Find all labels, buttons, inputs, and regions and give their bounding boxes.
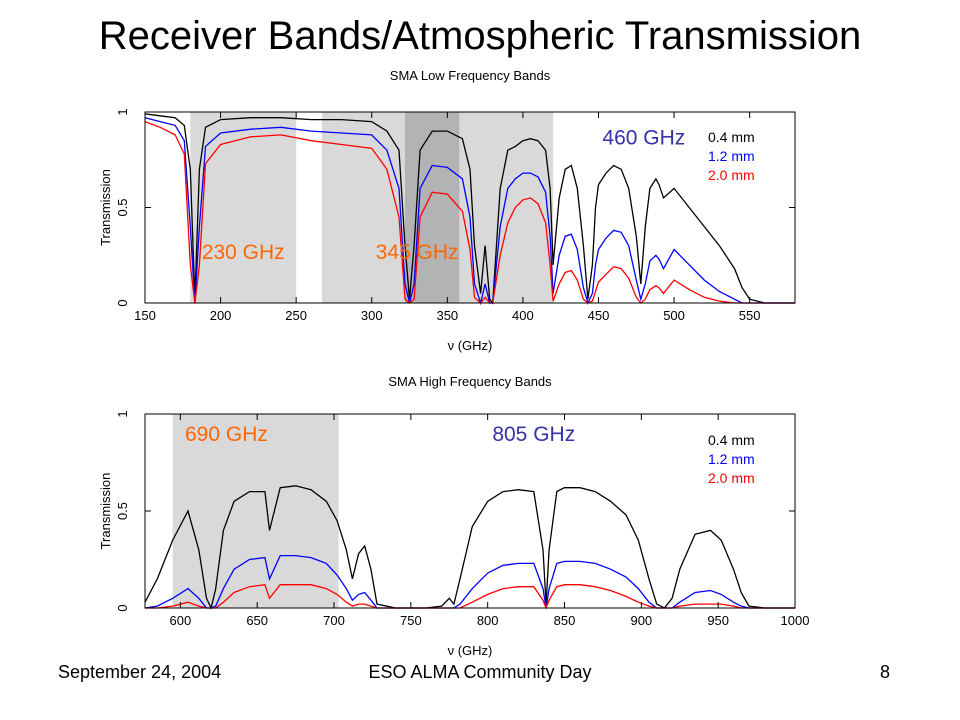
- chart1-series-line-3: [144, 120, 795, 304]
- chart1-legend-entry-2: 1.2 mm: [708, 148, 755, 164]
- chart1-x-tick-label-8: 550: [739, 308, 761, 323]
- chart2-x-tick-label-2: 700: [323, 613, 345, 628]
- chart2-y-tick-label-1: 0.5: [115, 502, 130, 520]
- chart1-band-shade-0: [190, 112, 297, 303]
- chart1-y-tick-label-1: 0.5: [115, 198, 130, 216]
- chart1-band-shade-2: [405, 112, 460, 303]
- chart1-band-shade-3: [459, 112, 554, 303]
- chart1-x-tick-label-3: 300: [361, 308, 383, 323]
- chart1-band-label-2: 460 GHz: [602, 126, 685, 149]
- chart1-series-line-1: [144, 113, 795, 305]
- chart1-x-tick-label-1: 200: [210, 308, 232, 323]
- chart1-x-tick-label-2: 250: [285, 308, 307, 323]
- chart1-y-tick-label-2: 1: [115, 108, 130, 115]
- chart2-x-tick-label-3: 750: [400, 613, 422, 628]
- footer-date: September 24, 2004: [58, 662, 222, 682]
- chart2-title: SMA High Frequency Bands: [388, 374, 552, 389]
- chart2-legend-entry-1: 0.4 mm: [708, 432, 755, 448]
- chart2-y-tick-label-2: 1: [115, 410, 130, 417]
- chart2-x-tick-label-1: 650: [246, 613, 268, 628]
- chart2-y-axis-label: Transmission: [98, 473, 113, 550]
- chart2-x-tick-label-6: 900: [630, 613, 652, 628]
- chart1-band-label-1: 345 GHz: [376, 241, 459, 264]
- chart1-series-line-2: [144, 117, 795, 306]
- chart1-y-axis-label: Transmission: [98, 169, 113, 246]
- chart2-band-shade-0: [172, 414, 339, 608]
- chart1-band-label-0: 230 GHz: [202, 241, 285, 264]
- chart2-band-label-0: 690 GHz: [185, 423, 268, 446]
- chart2-legend-entry-2: 1.2 mm: [708, 451, 755, 467]
- chart1-x-tick-label-0: 150: [134, 308, 156, 323]
- chart2-x-tick-label-4: 800: [477, 613, 499, 628]
- chart1-x-tick-label-7: 500: [663, 308, 685, 323]
- chart2-series-line-1: [144, 485, 795, 610]
- chart2-x-tick-label-8: 1000: [781, 613, 810, 628]
- chart2-x-tick-label-5: 850: [554, 613, 576, 628]
- chart2-x-tick-label-7: 950: [707, 613, 729, 628]
- chart1-legend-entry-1: 0.4 mm: [708, 129, 755, 145]
- chart1-x-tick-label-6: 450: [588, 308, 610, 323]
- slide-title: Receiver Bands/Atmospheric Transmission: [98, 14, 862, 58]
- chart2-x-tick-label-0: 600: [169, 613, 191, 628]
- chart1-x-tick-label-4: 350: [436, 308, 458, 323]
- chart1-title: SMA Low Frequency Bands: [390, 68, 551, 83]
- chart1-y-tick-label-0: 0: [115, 299, 130, 306]
- chart2-x-axis-label: ν (GHz): [448, 643, 493, 658]
- chart2-y-tick-label-0: 0: [115, 604, 130, 611]
- chart1-x-axis-label: ν (GHz): [448, 338, 493, 353]
- footer-page-number: 8: [879, 662, 890, 682]
- chart1-x-tick-label-5: 400: [512, 308, 534, 323]
- footer-event: ESO ALMA Community Day: [368, 662, 592, 682]
- chart2-legend-entry-3: 2.0 mm: [708, 470, 755, 486]
- chart1-legend-entry-3: 2.0 mm: [708, 167, 755, 183]
- chart2-band-label-1: 805 GHz: [492, 423, 575, 446]
